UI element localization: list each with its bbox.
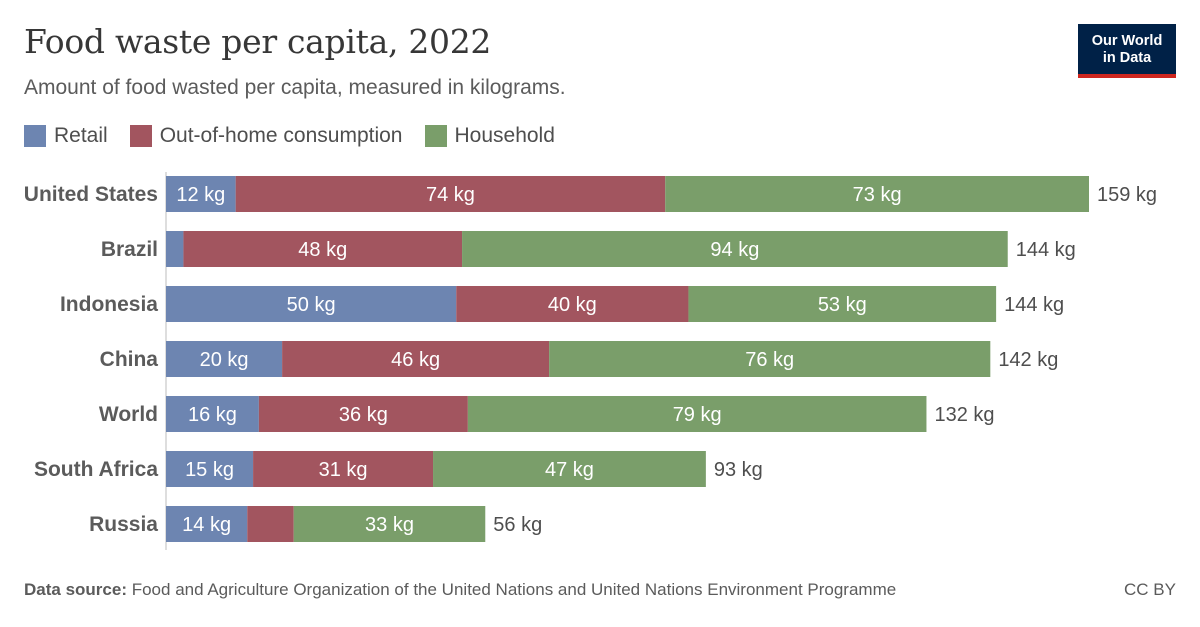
bar-indonesia-retail[interactable] xyxy=(166,286,457,322)
data-label-united-states-2: 73 kg xyxy=(853,184,902,206)
legend-swatch-retail xyxy=(24,125,46,147)
data-label-russia-2: 33 kg xyxy=(365,514,414,536)
data-label-south-africa-0: 15 kg xyxy=(185,459,234,481)
data-label-indonesia-2: 53 kg xyxy=(818,294,867,316)
data-label-world-0: 16 kg xyxy=(188,404,237,426)
data-label-brazil-1: 48 kg xyxy=(298,239,347,261)
total-label-united-states: 159 kg xyxy=(1097,184,1157,206)
bar-south-africa-out-of-home-consumption[interactable] xyxy=(253,451,434,487)
legend-item-household[interactable]: Household xyxy=(424,124,555,148)
total-label-brazil: 144 kg xyxy=(1016,239,1076,261)
category-label-brazil: Brazil xyxy=(101,238,158,261)
bar-south-africa-household[interactable] xyxy=(433,451,706,487)
legend-label-out-of-home: Out-of-home consumption xyxy=(159,124,403,147)
data-label-south-africa-1: 31 kg xyxy=(319,459,368,481)
data-source-text[interactable]: Food and Agriculture Organization of the… xyxy=(131,580,897,599)
bar-south-africa-retail[interactable] xyxy=(166,451,254,487)
total-label-china: 142 kg xyxy=(998,349,1058,371)
bar-china-out-of-home-consumption[interactable] xyxy=(282,341,550,377)
bar-united-states-out-of-home-consumption[interactable] xyxy=(235,176,666,212)
bar-world-out-of-home-consumption[interactable] xyxy=(258,396,468,432)
bar-world-household[interactable] xyxy=(467,396,927,432)
category-label-united-states: United States xyxy=(24,183,158,206)
logo-line-2: in Data xyxy=(1102,50,1152,66)
logo-line-1: Our World xyxy=(1091,33,1163,49)
category-label-indonesia: Indonesia xyxy=(60,293,158,316)
bar-brazil-retail[interactable] xyxy=(166,231,184,267)
data-label-united-states-1: 74 kg xyxy=(426,184,475,206)
data-label-russia-0: 14 kg xyxy=(182,514,231,536)
data-label-indonesia-0: 50 kg xyxy=(287,294,336,316)
total-label-south-africa: 93 kg xyxy=(714,459,763,481)
bar-united-states-retail[interactable] xyxy=(166,176,236,212)
data-label-south-africa-2: 47 kg xyxy=(545,459,594,481)
legend: Retail Out-of-home consumption Household xyxy=(24,124,577,148)
chart-subtitle: Amount of food wasted per capita, measur… xyxy=(24,76,566,99)
data-label-world-2: 79 kg xyxy=(673,404,722,426)
total-label-indonesia: 144 kg xyxy=(1004,294,1064,316)
bar-china-retail[interactable] xyxy=(166,341,283,377)
data-source: Data source: Food and Agriculture Organi… xyxy=(24,580,896,600)
bar-world-retail[interactable] xyxy=(166,396,259,432)
data-label-world-1: 36 kg xyxy=(339,404,388,426)
category-label-world: World xyxy=(99,403,158,426)
bar-brazil-out-of-home-consumption[interactable] xyxy=(183,231,463,267)
legend-swatch-household xyxy=(424,125,447,147)
legend-label-household: Household xyxy=(454,124,555,147)
license[interactable]: CC BY xyxy=(1124,580,1176,599)
data-label-indonesia-1: 40 kg xyxy=(548,294,597,316)
bar-brazil-household[interactable] xyxy=(462,231,1008,267)
legend-label-retail: Retail xyxy=(54,124,108,147)
data-label-brazil-2: 94 kg xyxy=(710,239,759,261)
legend-item-out-of-home[interactable]: Out-of-home consumption xyxy=(129,124,403,148)
category-label-russia: Russia xyxy=(89,513,158,536)
chart-title: Food waste per capita, 2022 xyxy=(24,22,492,61)
bar-russia-out-of-home-consumption[interactable] xyxy=(247,506,294,542)
bar-russia-household[interactable] xyxy=(293,506,486,542)
data-label-china-1: 46 kg xyxy=(391,349,440,371)
category-label-china: China xyxy=(100,348,159,371)
data-source-label: Data source: xyxy=(24,580,127,599)
legend-swatch-out-of-home xyxy=(129,125,152,147)
bar-indonesia-household[interactable] xyxy=(688,286,997,322)
bar-russia-retail[interactable] xyxy=(166,506,248,542)
data-label-china-0: 20 kg xyxy=(200,349,249,371)
category-label-south-africa: South Africa xyxy=(34,458,158,481)
data-label-china-2: 76 kg xyxy=(745,349,794,371)
bar-indonesia-out-of-home-consumption[interactable] xyxy=(456,286,689,322)
data-label-united-states-0: 12 kg xyxy=(176,184,225,206)
total-label-russia: 56 kg xyxy=(493,514,542,536)
total-label-world: 132 kg xyxy=(934,404,994,426)
bar-china-household[interactable] xyxy=(549,341,991,377)
owid-logo[interactable]: Our World in Data xyxy=(1078,24,1176,78)
bar-united-states-household[interactable] xyxy=(665,176,1089,212)
legend-item-retail[interactable]: Retail xyxy=(24,124,108,148)
